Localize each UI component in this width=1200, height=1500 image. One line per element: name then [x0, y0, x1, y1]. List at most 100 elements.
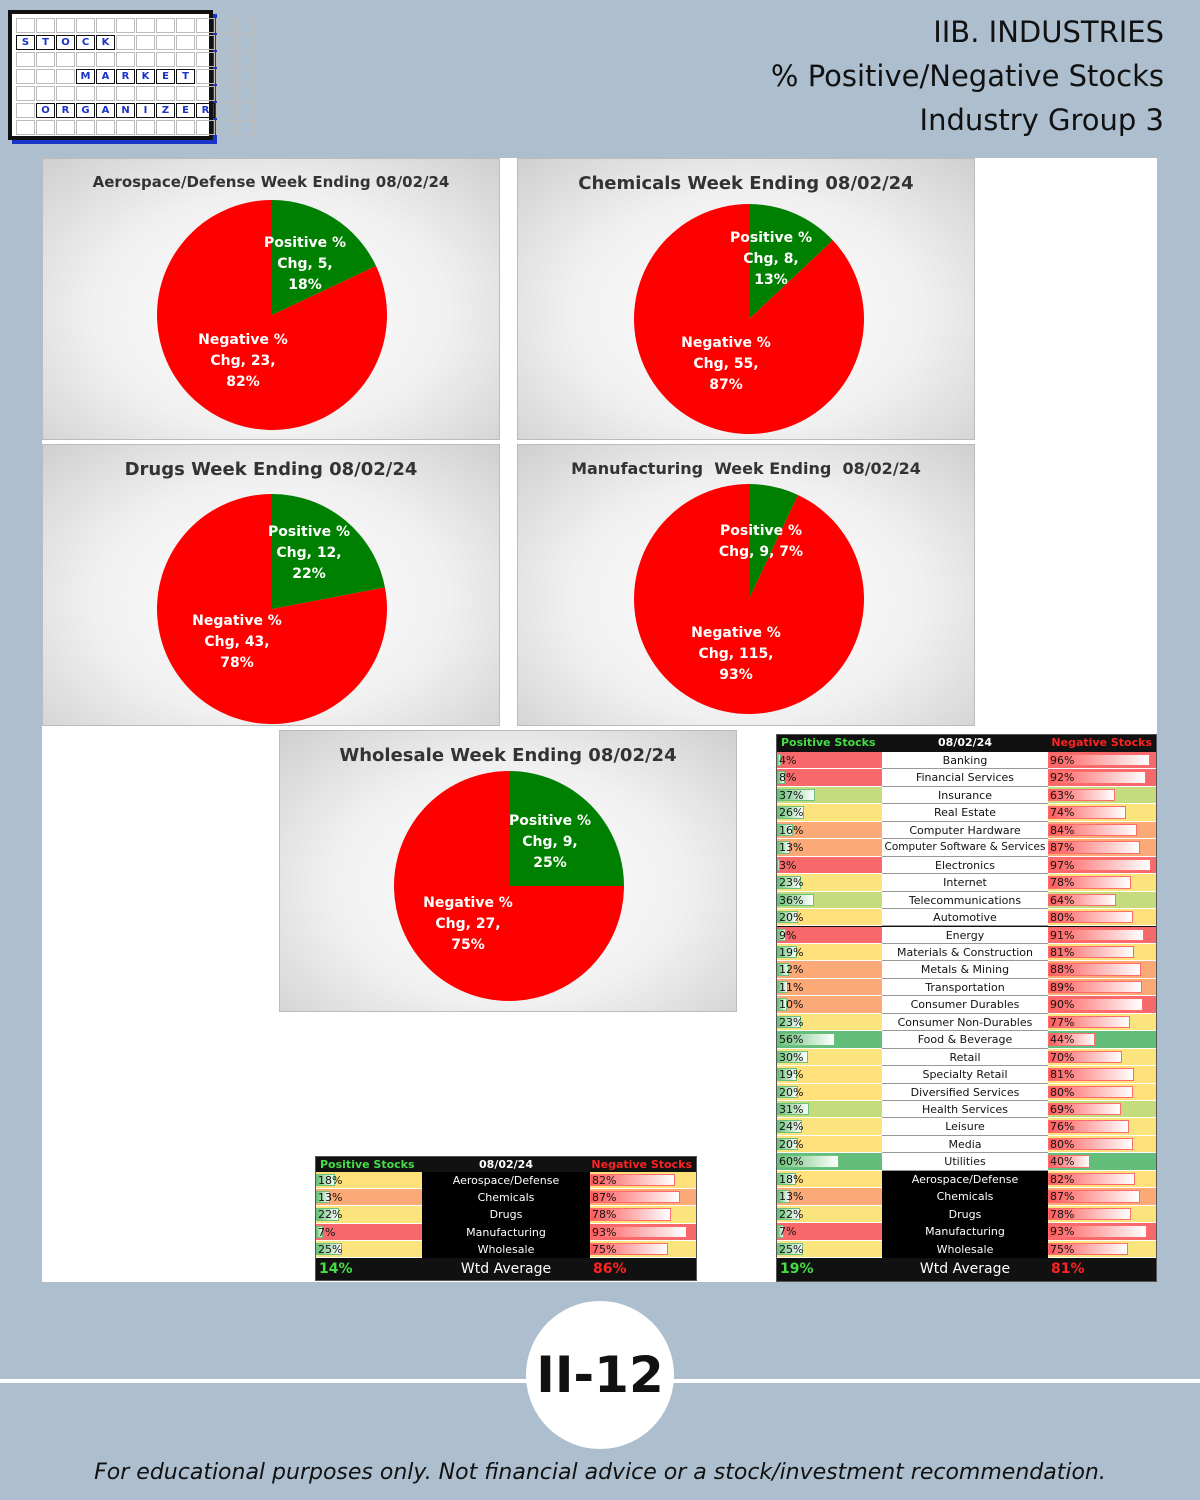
pie-panel-manufacturing: Manufacturing Week Ending 08/02/24 Posit… [517, 444, 975, 726]
logo-cell [76, 52, 95, 67]
positive-value: 11% [779, 980, 804, 994]
positive-cell: 12% [777, 961, 882, 979]
pie-slice-positive [749, 484, 798, 599]
logo-cell [216, 52, 235, 67]
pie-title: Wholesale Week Ending 08/02/24 [339, 745, 677, 766]
logo-cell [136, 18, 155, 33]
positive-bar [777, 806, 804, 819]
table-header: Positive Stocks % 08/02/24 Negative Stocks… [777, 735, 1156, 765]
positive-cell: 30% [777, 1048, 882, 1067]
logo-cell [156, 120, 175, 135]
table-row: 20% Automotive 80% [777, 909, 1156, 927]
industry-label: Manufacturing [882, 1223, 1048, 1241]
table-row: 13% Chemicals 87% [777, 1188, 1156, 1206]
positive-bar [777, 788, 816, 802]
logo-cell [36, 86, 55, 101]
table-row: 31% Health Services 69% [777, 1101, 1156, 1119]
logo-cell: I [136, 103, 155, 118]
negative-value: 64% [1050, 893, 1075, 907]
table-row: 24% Leisure 76% [777, 1118, 1156, 1136]
positive-bar [777, 841, 791, 854]
table-row: 56% Food & Beverage 44% [777, 1031, 1156, 1049]
pie-label-line: Positive % [720, 523, 802, 539]
logo-cell [176, 120, 195, 135]
positive-cell: 56% [777, 1031, 882, 1049]
negative-value: 87% [1050, 841, 1075, 855]
positive-cell: 26% [777, 804, 882, 822]
logo-cell [16, 86, 35, 101]
negative-cell: 96% [1048, 752, 1156, 770]
logo-cell: S [16, 35, 35, 50]
table-row: 13% Chemicals 87% [316, 1189, 696, 1207]
table-header: Positive Stocks % 08/02/24 Negative Stocks… [316, 1157, 696, 1187]
pie-label-line: Negative % [423, 895, 513, 911]
logo-row [16, 52, 256, 67]
logo-cell: R [116, 69, 135, 84]
industry-label: Specialty Retail [882, 1066, 1048, 1084]
negative-cell: 87% [1048, 839, 1156, 857]
logo-cell [36, 69, 55, 84]
negative-bar [1048, 806, 1127, 819]
logo-cell [36, 120, 55, 135]
negative-value: 92% [1050, 771, 1075, 785]
positive-cell: 13% [316, 1189, 422, 1207]
negative-bar [1048, 893, 1116, 907]
negative-cell: 44% [1048, 1031, 1156, 1049]
positive-value: 13% [318, 1191, 343, 1205]
pie-title: Manufacturing Week Ending 08/02/24 [571, 459, 921, 478]
logo-cell [136, 86, 155, 101]
pie-title: Aerospace/Defense Week Ending 08/02/24 [92, 173, 450, 191]
industry-label: Health Services [882, 1101, 1048, 1119]
logo-cell [196, 52, 215, 67]
positive-value: 3% [779, 858, 797, 872]
pie-label-positive: Positive % Chg, 12, 22% [268, 524, 350, 582]
logo-row [16, 18, 256, 33]
pie-label-line: 78% [220, 655, 254, 671]
positive-bar [777, 876, 801, 889]
positive-cell: 9% [777, 926, 882, 944]
industry-label: Materials & Construction [882, 943, 1048, 962]
positive-bar [777, 911, 798, 924]
logo-cell [216, 35, 235, 50]
negative-bar [1048, 788, 1115, 802]
logo-cell [16, 52, 35, 67]
logo-cell [96, 52, 115, 67]
logo-cell [216, 18, 235, 33]
pie-slice-negative [634, 204, 864, 434]
negative-value: 88% [1050, 963, 1075, 977]
negative-bar [1048, 858, 1151, 872]
positive-cell: 20% [777, 1135, 882, 1154]
positive-value: 22% [318, 1208, 343, 1222]
positive-bar [777, 998, 788, 1011]
logo-cell [236, 52, 255, 67]
pie-slice-positive [272, 494, 385, 609]
negative-bar [1048, 1155, 1091, 1168]
logo-cell: G [76, 103, 95, 118]
pie-chart: Positive % Chg, 12, 22% Negative % Chg, 43, 7… [157, 494, 388, 724]
logo-cell: A [96, 103, 115, 118]
weighted-average-row: 14% Wtd Average 86% [316, 1258, 696, 1280]
positive-bar [777, 1155, 839, 1168]
negative-bar [1048, 963, 1142, 976]
table-row: 18% Aerospace/Defense 82% [316, 1172, 696, 1190]
table-row: 22% Drugs 78% [777, 1205, 1156, 1224]
positive-bar [777, 754, 782, 767]
logo-cell [136, 35, 155, 50]
weighted-average-row: 19% Wtd Average 81% [777, 1258, 1156, 1280]
negative-value: 80% [1050, 911, 1075, 925]
logo-cell: R [56, 103, 75, 118]
negative-bar [1048, 945, 1134, 959]
negative-cell: 76% [1048, 1118, 1156, 1136]
negative-cell: 93% [1048, 1223, 1156, 1241]
positive-cell: 4% [777, 752, 882, 770]
positive-value: 19% [779, 945, 804, 959]
logo-cell [56, 86, 75, 101]
table-row: 16% Computer Hardware 84% [777, 821, 1156, 840]
positive-bar [777, 893, 815, 907]
positive-bar [777, 858, 781, 872]
negative-value: 78% [592, 1208, 617, 1222]
positive-cell: 7% [777, 1223, 882, 1241]
positive-cell: 37% [777, 786, 882, 805]
positive-cell: 31% [777, 1101, 882, 1119]
